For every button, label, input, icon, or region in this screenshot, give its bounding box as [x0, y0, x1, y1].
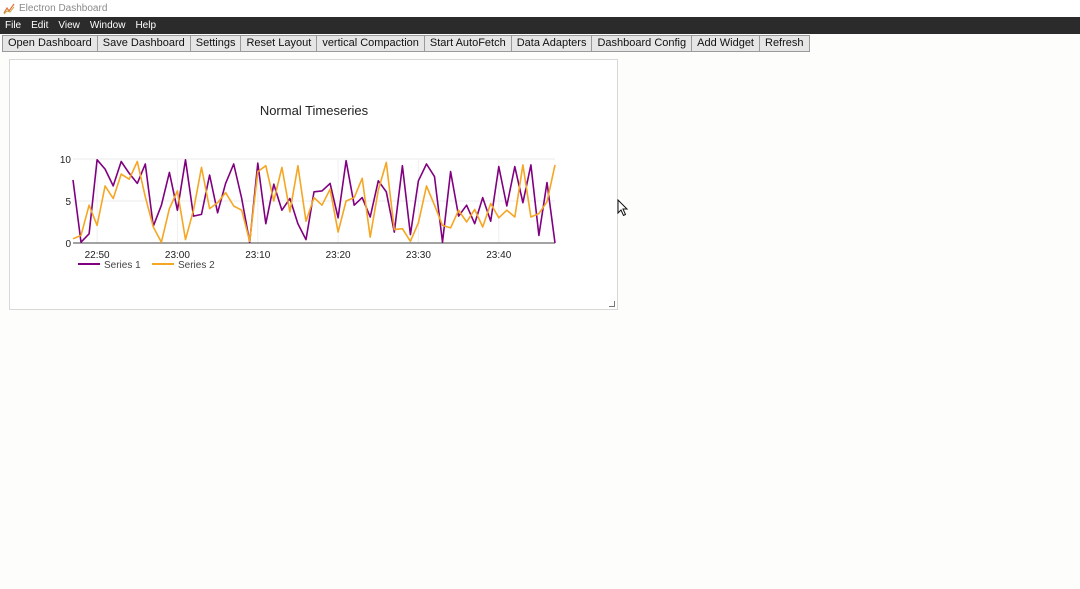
chart-lines [72, 159, 556, 244]
data-adapters-button[interactable]: Data Adapters [510, 35, 593, 52]
window-title: Electron Dashboard [19, 3, 108, 14]
x-tick-label: 23:20 [326, 250, 351, 261]
chart-ticks: 0 5 10 22:50 23:00 23:10 23:20 23:30 23:40 [60, 155, 512, 261]
x-tick-label: 23:30 [406, 250, 431, 261]
menu-view[interactable]: View [58, 20, 80, 31]
chart-legend: Series 1 Series 2 [78, 260, 215, 271]
menu-bar: File Edit View Window Help [0, 17, 1080, 34]
series-line-2 [72, 160, 556, 243]
chart-title: Normal Timeseries [260, 103, 369, 118]
menu-edit[interactable]: Edit [31, 20, 49, 31]
chart-grid [73, 158, 555, 243]
menu-window[interactable]: Window [89, 20, 126, 31]
y-tick-label: 0 [65, 239, 71, 250]
menu-help[interactable]: Help [135, 20, 157, 31]
x-tick-label: 22:50 [85, 250, 110, 261]
chart-line-icon [3, 3, 15, 14]
start-autofetch-button[interactable]: Start AutoFetch [423, 35, 512, 52]
open-dashboard-button[interactable]: Open Dashboard [2, 35, 98, 52]
toolbar: Open Dashboard Save Dashboard Settings R… [2, 35, 810, 52]
y-tick-label: 5 [65, 197, 71, 208]
title-bar: Electron Dashboard [0, 0, 1080, 17]
x-tick-label: 23:40 [486, 250, 511, 261]
legend-label[interactable]: Series 1 [104, 260, 141, 271]
timeseries-chart: Normal Timeseries 0 5 10 22:50 23:00 23:10 23:… [60, 103, 556, 271]
x-tick-label: 23:10 [245, 250, 270, 261]
y-tick-label: 10 [60, 155, 72, 166]
legend-label[interactable]: Series 2 [178, 260, 215, 271]
chart-widget[interactable]: Normal Timeseries 0 5 10 22:50 23:00 23:10 23:… [9, 59, 618, 310]
dashboard-config-button[interactable]: Dashboard Config [591, 35, 693, 52]
settings-button[interactable]: Settings [189, 35, 242, 52]
x-tick-label: 23:00 [165, 250, 190, 261]
refresh-button[interactable]: Refresh [759, 35, 810, 52]
reset-layout-button[interactable]: Reset Layout [240, 35, 318, 52]
save-dashboard-button[interactable]: Save Dashboard [96, 35, 191, 52]
vertical-compaction-button[interactable]: vertical Compaction [316, 35, 425, 52]
add-widget-button[interactable]: Add Widget [691, 35, 760, 52]
mouse-cursor-icon [617, 199, 629, 217]
resize-handle[interactable] [609, 301, 615, 307]
menu-file[interactable]: File [5, 20, 22, 31]
